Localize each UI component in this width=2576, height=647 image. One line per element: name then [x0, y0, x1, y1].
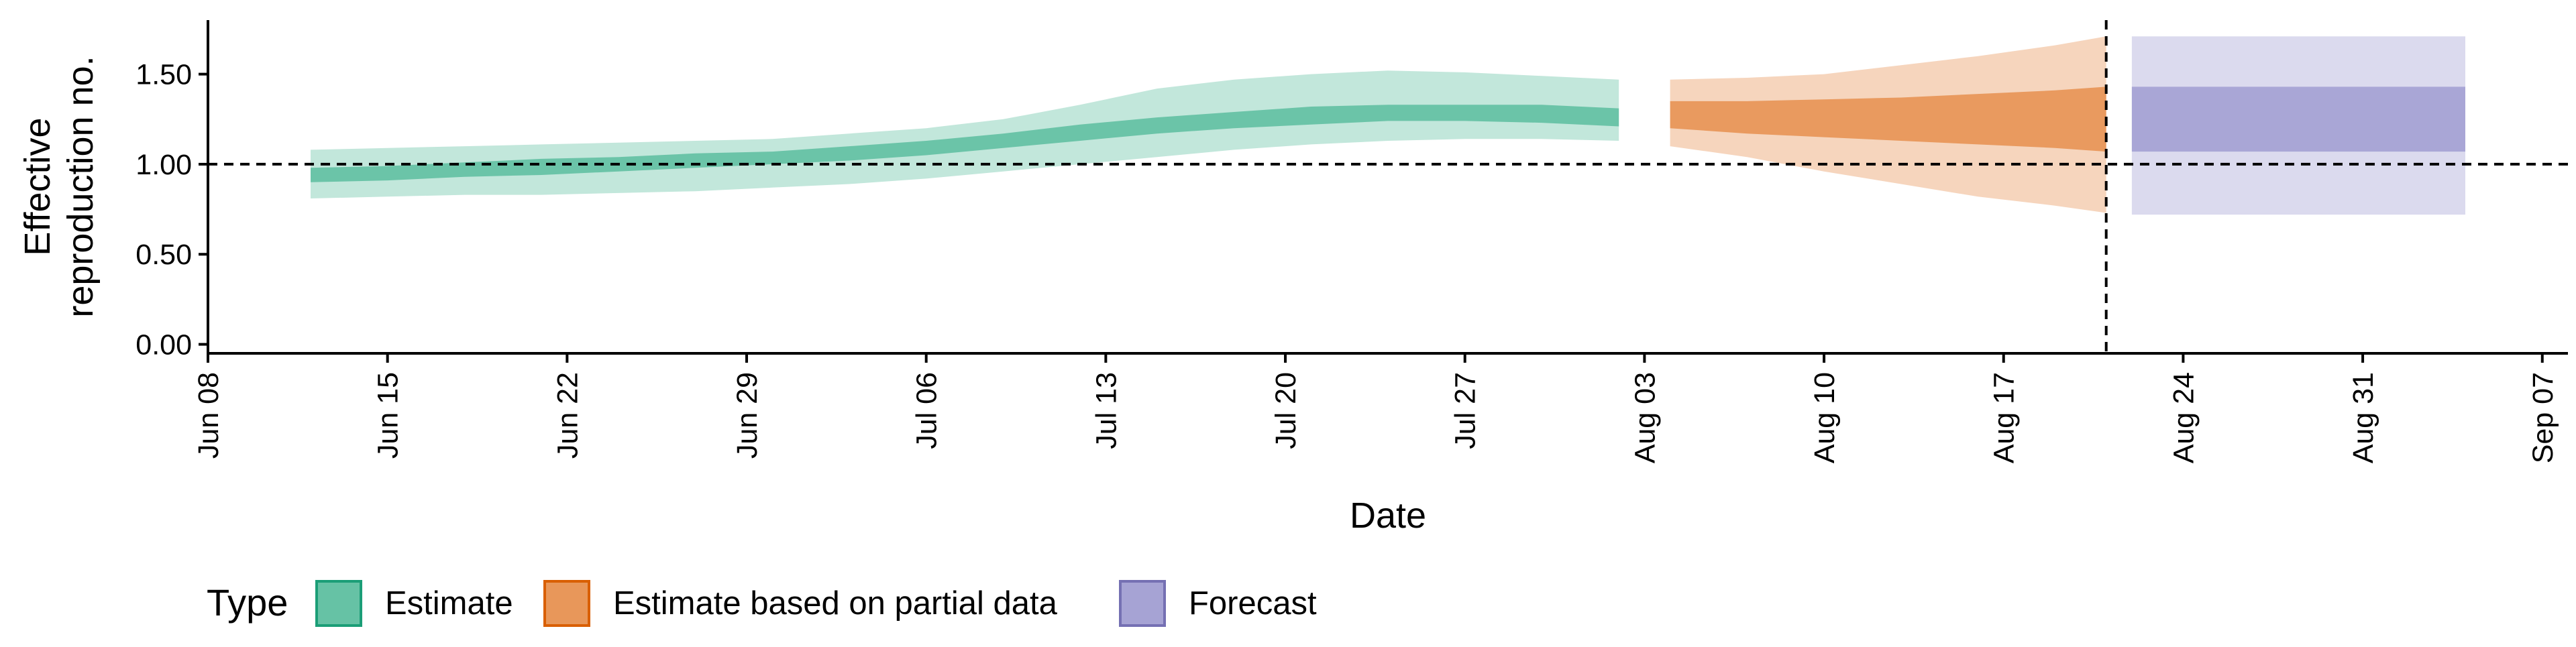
x-tick-label: Aug 17 — [1988, 372, 2021, 463]
x-tick-label: Jul 20 — [1270, 372, 1302, 449]
y-axis-label-line1: Effective — [17, 117, 58, 255]
x-tick-label: Jul 13 — [1090, 372, 1122, 449]
x-tick-label: Aug 31 — [2347, 372, 2379, 463]
legend-key — [315, 580, 362, 627]
x-tick-label: Jul 06 — [911, 372, 943, 449]
y-tick-label: 1.50 — [136, 59, 192, 91]
y-axis-label-line2: reproduction no. — [60, 56, 101, 317]
y-tick-label: 0.50 — [136, 239, 192, 271]
band-50-estimate — [311, 105, 1619, 182]
reference-lines — [208, 20, 2568, 353]
legend-title: Type — [207, 581, 288, 624]
legend-label: Estimate — [385, 585, 513, 622]
x-tick-label: Aug 10 — [1809, 372, 1841, 463]
legend-key — [543, 580, 590, 627]
x-axis-label: Date — [1350, 495, 1426, 536]
band-50-forecast — [2131, 86, 2465, 152]
x-tick-label: Jun 29 — [731, 372, 763, 459]
x-tick-label: Aug 03 — [1629, 372, 1661, 463]
x-tick-label: Sep 07 — [2527, 372, 2559, 463]
y-tick-label: 1.00 — [136, 149, 192, 181]
legend-key — [1119, 580, 1166, 627]
axes: 0.00 0.50 1.00 1.50 Jun 08 Jun 15 Jun 22 Jun 29… — [17, 20, 2568, 536]
legend-label: Estimate based on partial data — [613, 585, 1058, 622]
y-tick-label: 0.00 — [136, 329, 192, 361]
legend-label: Forecast — [1189, 585, 1317, 622]
band-90-estimate — [311, 70, 1619, 198]
x-tick-label: Jul 27 — [1450, 372, 1482, 449]
series-bands — [311, 36, 2465, 215]
band-50-estimate-based-on-partial-data — [1670, 86, 2106, 152]
x-tick-label: Aug 24 — [2167, 372, 2200, 463]
x-tick-label: Jun 15 — [372, 372, 405, 459]
x-tick-label: Jun 22 — [551, 372, 584, 459]
x-tick-label: Jun 08 — [193, 372, 225, 459]
legend: Type Estimate Estimate based on partial da… — [207, 580, 1317, 627]
